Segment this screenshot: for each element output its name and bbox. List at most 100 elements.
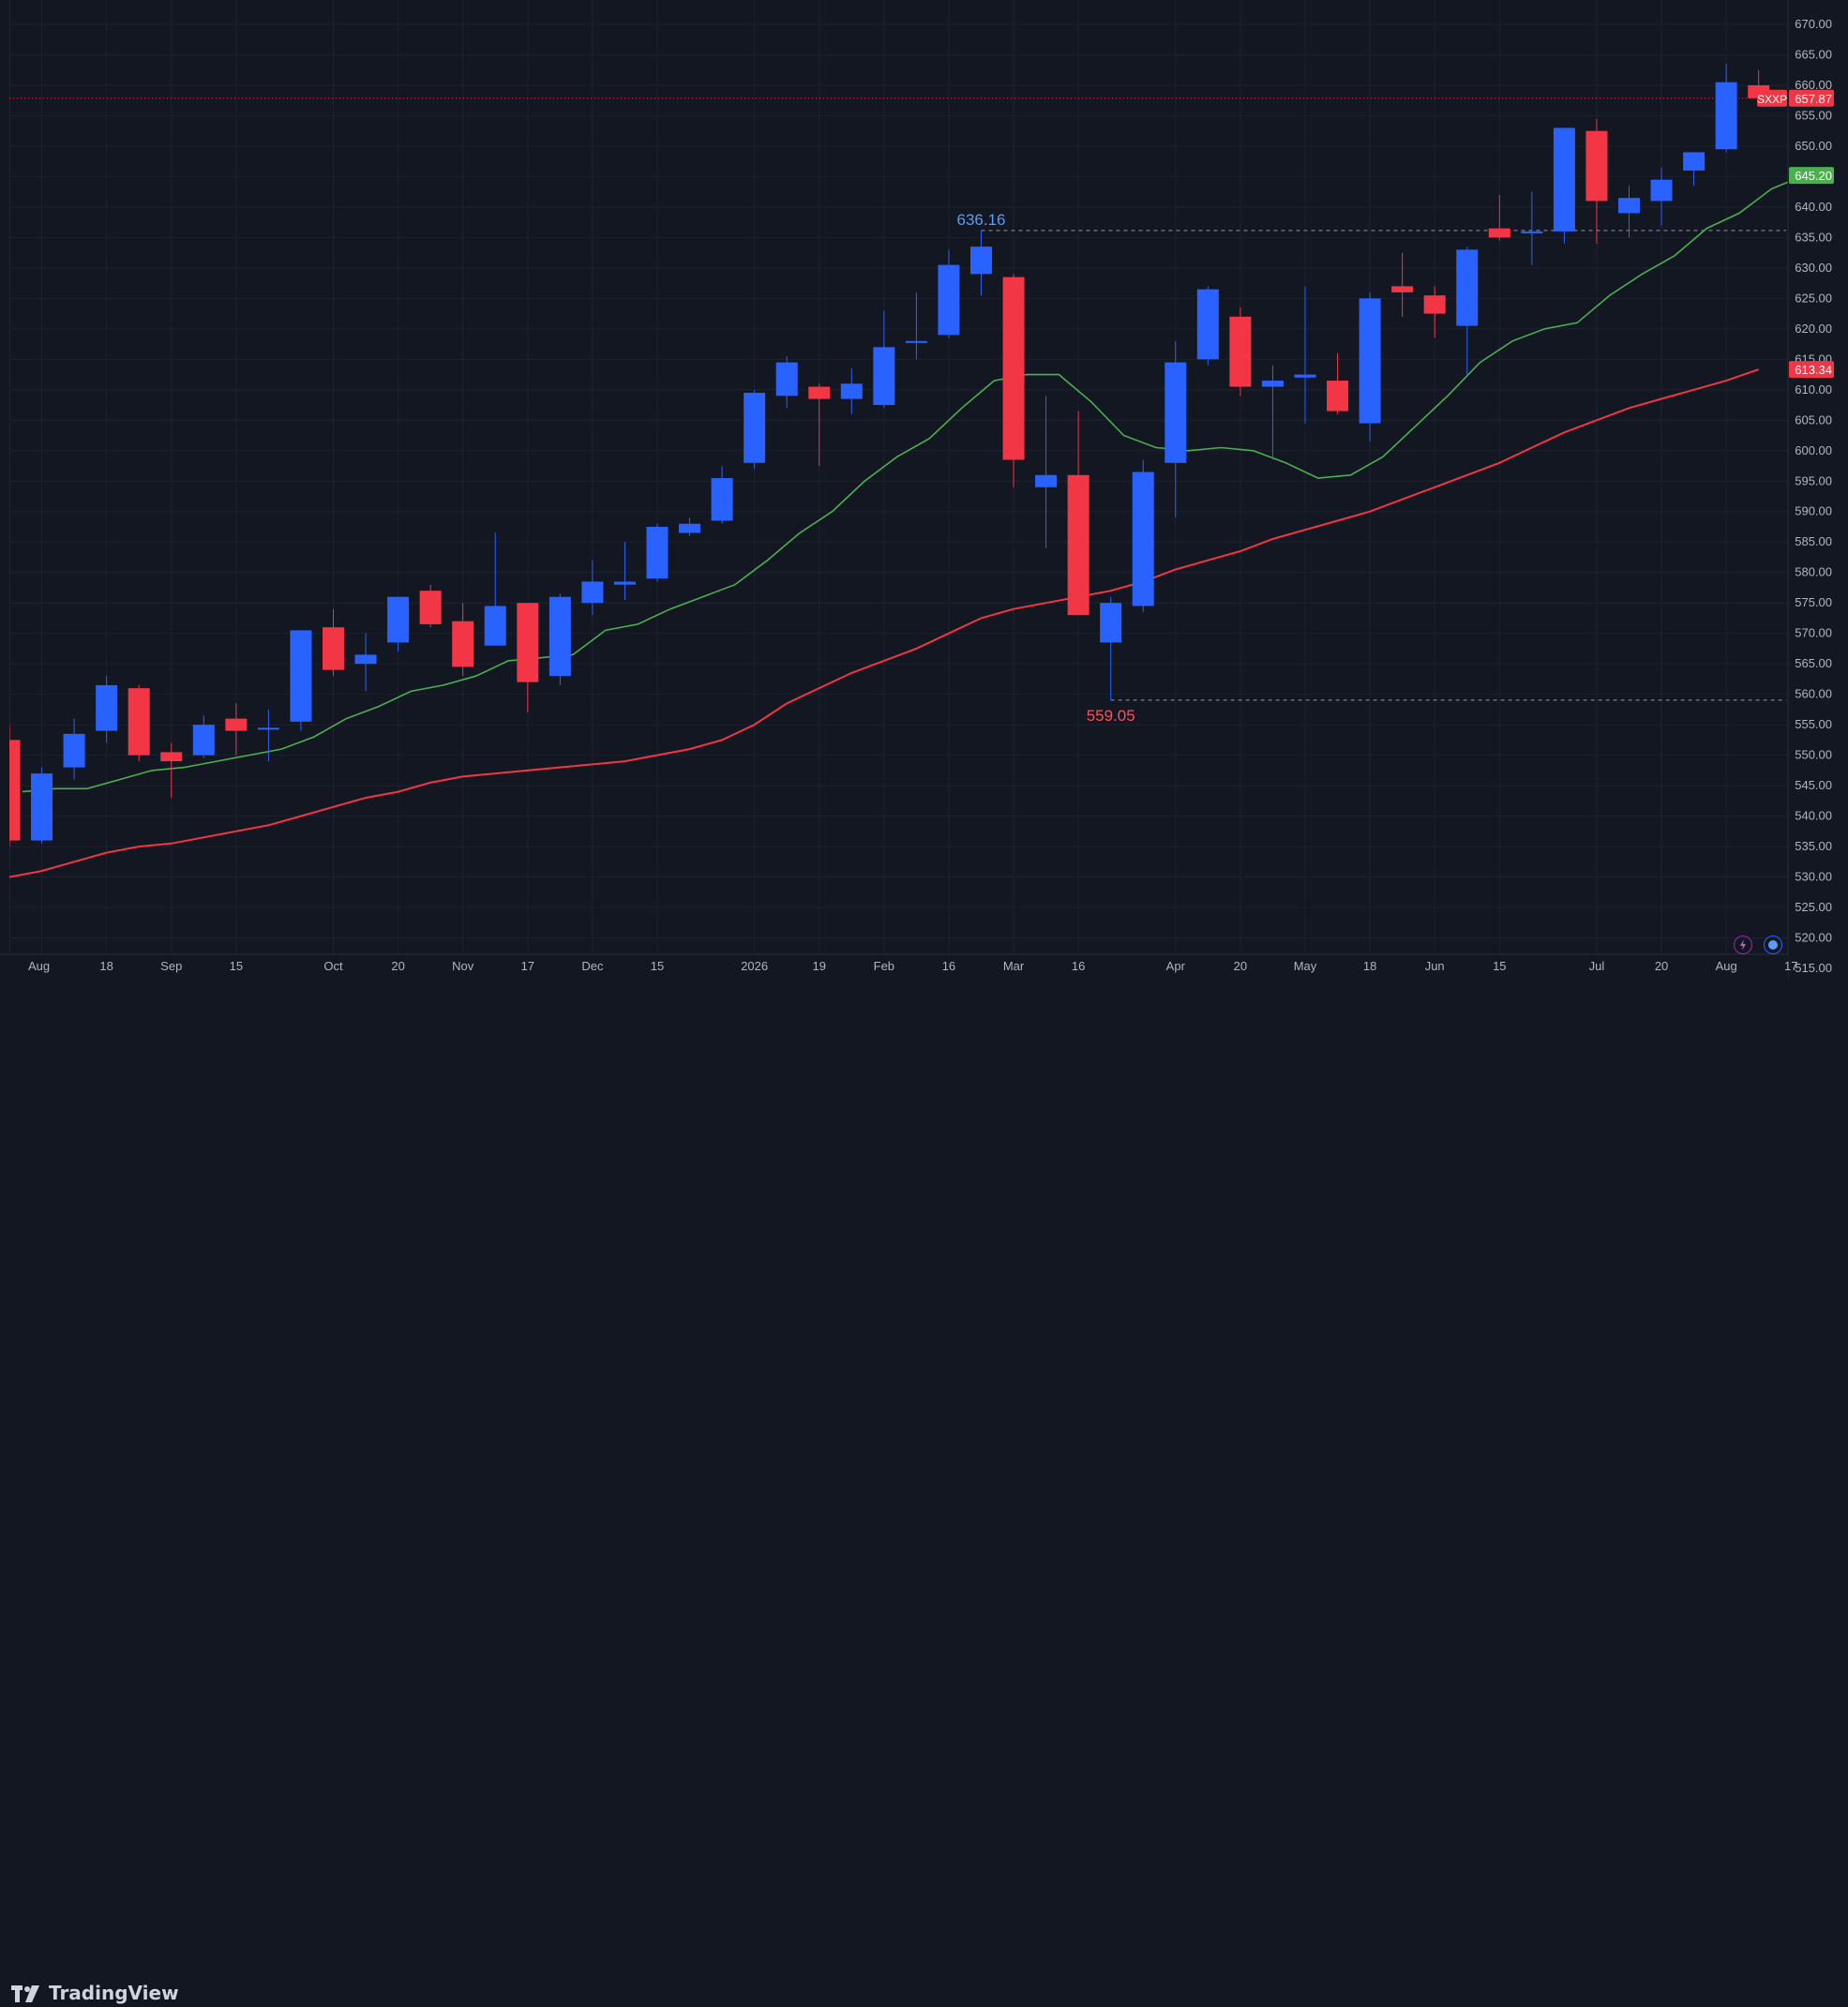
candle-body: [1132, 472, 1154, 607]
y-tick-label: 585.00: [1795, 534, 1832, 548]
brand-logo[interactable]: TradingView: [11, 1982, 179, 2004]
candle: [905, 292, 927, 360]
x-tick-label: Dec: [581, 959, 604, 973]
y-tick-label: 545.00: [1795, 778, 1832, 792]
candle: [354, 633, 377, 692]
y-tick-label: 515.00: [1795, 961, 1832, 975]
y-tick-label: 635.00: [1795, 230, 1832, 244]
candle-body: [840, 383, 863, 399]
candle-body: [581, 581, 604, 604]
x-tick-label: Oct: [323, 959, 343, 973]
candle-body: [1456, 249, 1479, 326]
candle: [1035, 396, 1058, 548]
candle: [808, 383, 831, 467]
candle-body: [484, 606, 506, 646]
y-tick-label: 570.00: [1795, 626, 1832, 640]
y-tick-label: 550.00: [1795, 748, 1832, 762]
candle: [96, 676, 118, 743]
candle-body: [225, 718, 248, 731]
candle-body: [290, 630, 312, 722]
candle: [160, 742, 183, 799]
y-tick-label: 590.00: [1795, 504, 1832, 518]
y-tick-label: 650.00: [1795, 139, 1832, 153]
candle-body: [1261, 381, 1284, 387]
left-gutter: [0, 0, 9, 981]
candle: [938, 249, 960, 338]
candle-body: [323, 627, 344, 670]
candle-body: [1100, 603, 1122, 643]
candle-body: [1196, 289, 1219, 360]
candle: [1715, 64, 1737, 153]
chart-area[interactable]: 636.16 559.05 515.00 520.00 525.00 530.00 535.…: [0, 0, 1848, 982]
candle: [1488, 194, 1510, 241]
x-tick-label: 16: [1072, 959, 1085, 973]
candle-body: [452, 621, 474, 667]
candle: [775, 356, 798, 409]
candle: [613, 542, 636, 600]
brand-name: TradingView: [49, 1982, 179, 2004]
price-chart[interactable]: 636.16 559.05 515.00 520.00 525.00 530.00 535.…: [0, 0, 1848, 982]
high-price-label: 636.16: [957, 211, 1006, 229]
candle-body: [744, 393, 766, 463]
footer-bar: TradingView: [0, 982, 1848, 2004]
price-tag: 613.34: [1789, 361, 1834, 379]
candle-body: [1521, 231, 1543, 233]
candle-body: [1553, 127, 1575, 232]
candle-body: [63, 733, 85, 768]
candle: [1196, 286, 1219, 366]
candle-body: [1002, 277, 1025, 460]
candle-body: [808, 386, 831, 399]
y-tick-label: 625.00: [1795, 291, 1832, 305]
candle-body: [31, 773, 53, 841]
candle: [1067, 411, 1089, 616]
y-tick-label: 520.00: [1795, 931, 1832, 945]
candle: [1002, 274, 1025, 487]
plot-background: [0, 0, 1788, 981]
candle-body: [1423, 295, 1446, 314]
x-tick-label: 20: [1655, 959, 1668, 973]
candle: [63, 718, 85, 780]
x-tick-label: 18: [99, 959, 113, 973]
y-tick-label: 560.00: [1795, 687, 1832, 701]
candle-body: [1488, 228, 1510, 238]
candle: [1521, 191, 1543, 265]
price-tag-value: 657.87: [1795, 92, 1832, 106]
candle-body: [970, 247, 992, 275]
y-tick-label: 660.00: [1795, 78, 1832, 92]
candle: [1423, 286, 1446, 338]
x-tick-label: 19: [813, 959, 826, 973]
candle-body: [517, 603, 539, 682]
candle: [1132, 459, 1154, 612]
price-tag-value: 645.20: [1795, 169, 1832, 183]
x-tick-label: 16: [942, 959, 955, 973]
candle: [128, 684, 150, 762]
y-tick-label: 575.00: [1795, 595, 1832, 609]
candle-body: [1618, 198, 1640, 214]
candle-body: [938, 264, 960, 336]
ma-fast-line: [22, 174, 1805, 793]
price-tag: 657.87 SXXP: [1757, 89, 1834, 107]
time-axis: [0, 954, 1788, 982]
candle: [1229, 307, 1252, 397]
candle-body: [96, 684, 118, 731]
y-tick-label: 595.00: [1795, 473, 1832, 487]
candle-body: [1391, 286, 1414, 292]
candle: [1618, 186, 1640, 238]
x-tick-label: 15: [230, 959, 243, 973]
low-price-label: 559.05: [1087, 707, 1135, 725]
candle: [290, 630, 312, 731]
candle-body: [1294, 374, 1316, 378]
candle: [517, 603, 539, 713]
candle: [1585, 118, 1608, 244]
candle: [1294, 286, 1316, 424]
candle-body: [387, 596, 410, 643]
settings-globe-icon[interactable]: [1764, 936, 1782, 954]
y-tick-label: 630.00: [1795, 261, 1832, 275]
candle: [387, 596, 410, 652]
candle: [1683, 152, 1705, 187]
price-axis: [1788, 0, 1848, 982]
lightning-icon[interactable]: [1734, 936, 1752, 954]
candle-body: [775, 362, 798, 397]
y-tick-label: 670.00: [1795, 17, 1832, 31]
y-tick-label: 620.00: [1795, 322, 1832, 336]
